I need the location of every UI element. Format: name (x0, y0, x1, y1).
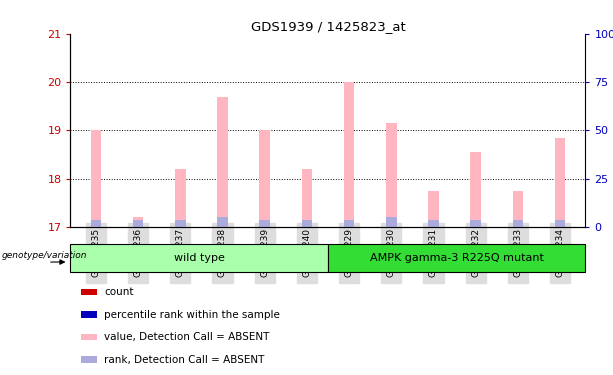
Bar (386, 217, 397, 227)
Bar (512, 190, 523, 227)
Bar (91, 130, 101, 227)
Bar (81, 289, 97, 295)
Bar (81, 312, 97, 318)
Bar (259, 220, 270, 227)
Text: percentile rank within the sample: percentile rank within the sample (104, 310, 280, 320)
Bar (217, 96, 227, 227)
Bar (470, 152, 481, 227)
Text: genotype/variation: genotype/variation (2, 251, 88, 260)
Text: AMPK gamma-3 R225Q mutant: AMPK gamma-3 R225Q mutant (370, 253, 544, 263)
Bar (302, 169, 312, 227)
Bar (555, 138, 565, 227)
Bar (344, 82, 354, 227)
Bar (91, 220, 101, 227)
Bar (302, 220, 312, 227)
Bar (428, 220, 439, 227)
Bar (470, 220, 481, 227)
Text: rank, Detection Call = ABSENT: rank, Detection Call = ABSENT (104, 355, 264, 364)
Bar (512, 220, 523, 227)
Bar (217, 217, 227, 227)
Bar (428, 190, 439, 227)
Bar (386, 123, 397, 227)
Text: value, Detection Call = ABSENT: value, Detection Call = ABSENT (104, 332, 269, 342)
Bar (259, 130, 270, 227)
Bar (344, 220, 354, 227)
Bar (555, 220, 565, 227)
Bar (81, 357, 97, 363)
Bar (328, 244, 585, 272)
Bar (70, 244, 328, 272)
Title: GDS1939 / 1425823_at: GDS1939 / 1425823_at (251, 20, 405, 33)
Bar (133, 217, 143, 227)
Bar (175, 220, 186, 227)
Bar (81, 334, 97, 340)
Bar (133, 220, 143, 227)
Text: wild type: wild type (174, 253, 224, 263)
Bar (175, 169, 186, 227)
Text: count: count (104, 287, 134, 297)
